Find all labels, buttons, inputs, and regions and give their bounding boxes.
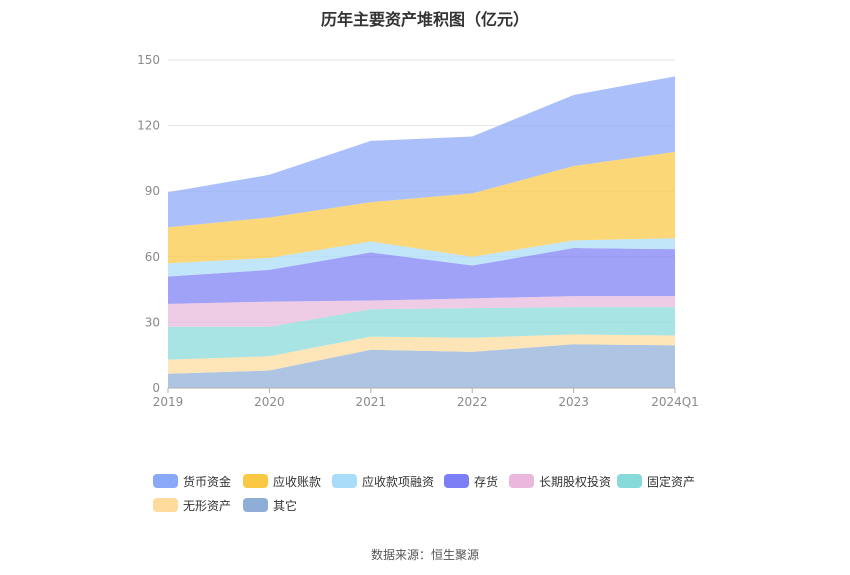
area-series-7[interactable] (168, 151, 675, 264)
area-series-6[interactable] (168, 238, 675, 277)
legend-label: 无形资产 (183, 498, 232, 513)
area-series (168, 76, 675, 388)
y-tick-label: 60 (145, 250, 160, 264)
legend-item[interactable]: 货币资金 (153, 473, 231, 489)
legend-label: 长期股权投资 (539, 474, 612, 489)
area-series-8[interactable] (168, 76, 675, 228)
area-series-1[interactable] (168, 344, 675, 388)
legend-swatch (243, 474, 268, 488)
area-series-3[interactable] (168, 307, 675, 360)
legend-label: 固定资产 (647, 474, 696, 489)
legend-item[interactable]: 固定资产 (617, 473, 695, 489)
area-series-2[interactable] (168, 334, 675, 374)
legend-swatch (243, 498, 268, 512)
x-tick-label: 2024Q1 (651, 395, 699, 409)
y-tick-label: 0 (152, 381, 160, 395)
data-source: 数据来源：恒生聚源 (370, 548, 479, 562)
legend-label: 应收账款 (273, 474, 322, 489)
stacked-area-chart: 0 30 60 90 120 150 2019 2020 2021 2022 2023 2024Q1 (137, 53, 699, 409)
area-series-5[interactable] (168, 248, 675, 304)
area-series-4[interactable] (168, 296, 675, 327)
x-tick-label: 2019 (153, 395, 184, 409)
legend-item[interactable]: 存货 (444, 473, 498, 489)
x-tick-label: 2021 (356, 395, 387, 409)
y-tick-label: 120 (137, 119, 160, 133)
legend-swatch (617, 474, 642, 488)
legend-item[interactable]: 应收款项融资 (332, 473, 434, 489)
legend-label: 存货 (474, 474, 499, 489)
y-tick-label: 30 (145, 315, 160, 329)
legend-item[interactable]: 长期股权投资 (509, 473, 611, 489)
legend-label: 其它 (273, 498, 298, 513)
chart-title: 历年主要资产堆积图（亿元） (320, 10, 529, 29)
y-tick-label: 150 (137, 53, 160, 67)
legend-swatch (509, 474, 534, 488)
legend-item[interactable]: 无形资产 (153, 497, 231, 513)
x-tick-label: 2022 (457, 395, 488, 409)
legend-item[interactable]: 应收账款 (243, 473, 321, 489)
legend-swatch (332, 474, 357, 488)
legend-swatch (444, 474, 469, 488)
x-tick-label: 2020 (254, 395, 285, 409)
axes: 0 30 60 90 120 150 2019 2020 2021 2022 2023 2024Q1 (137, 53, 699, 409)
legend-swatch (153, 474, 178, 488)
legend-label: 货币资金 (183, 474, 232, 489)
legend-label: 应收款项融资 (362, 474, 435, 489)
legend-swatch (153, 498, 178, 512)
y-tick-label: 90 (145, 184, 160, 198)
legend-item[interactable]: 其它 (243, 497, 297, 513)
x-tick-label: 2023 (558, 395, 589, 409)
